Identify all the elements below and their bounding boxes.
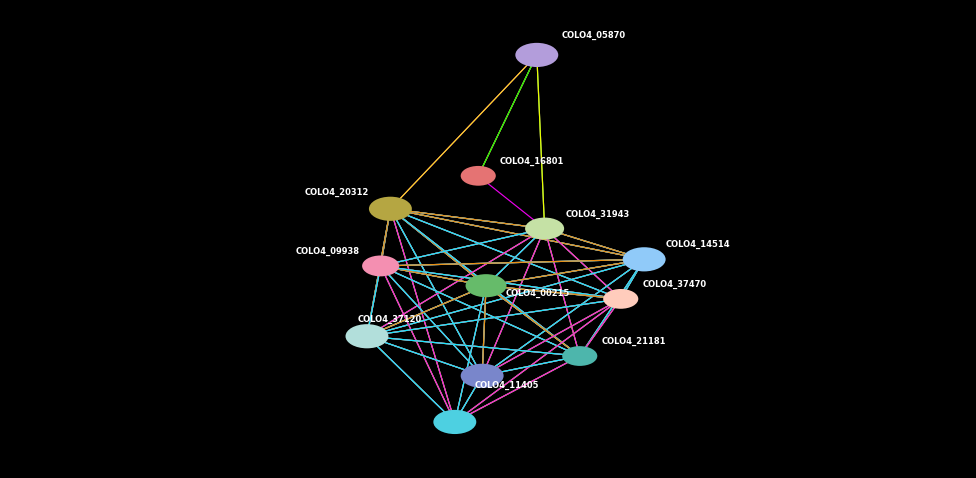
Circle shape [461, 166, 496, 186]
Text: COLO4_09938: COLO4_09938 [295, 247, 359, 256]
Text: COLO4_21181: COLO4_21181 [601, 337, 666, 346]
Text: COLO4_37470: COLO4_37470 [642, 280, 707, 289]
Circle shape [562, 346, 597, 366]
Text: COLO4_37120: COLO4_37120 [357, 315, 422, 324]
Text: COLO4_14514: COLO4_14514 [666, 240, 730, 250]
Text: COLO4_00215: COLO4_00215 [506, 289, 570, 298]
Text: COLO4_16801: COLO4_16801 [500, 157, 564, 166]
Circle shape [346, 324, 388, 348]
Circle shape [525, 217, 564, 239]
Circle shape [515, 43, 558, 67]
Circle shape [466, 274, 507, 297]
Text: COLO4_11405: COLO4_11405 [474, 381, 539, 390]
Circle shape [362, 255, 399, 276]
Text: COLO4_31943: COLO4_31943 [566, 209, 630, 218]
Circle shape [461, 364, 504, 388]
Circle shape [603, 289, 638, 309]
Circle shape [433, 410, 476, 434]
Circle shape [369, 196, 412, 221]
Circle shape [623, 247, 666, 272]
Text: COLO4_20312: COLO4_20312 [305, 187, 369, 196]
Text: COLO4_05870: COLO4_05870 [561, 31, 626, 40]
